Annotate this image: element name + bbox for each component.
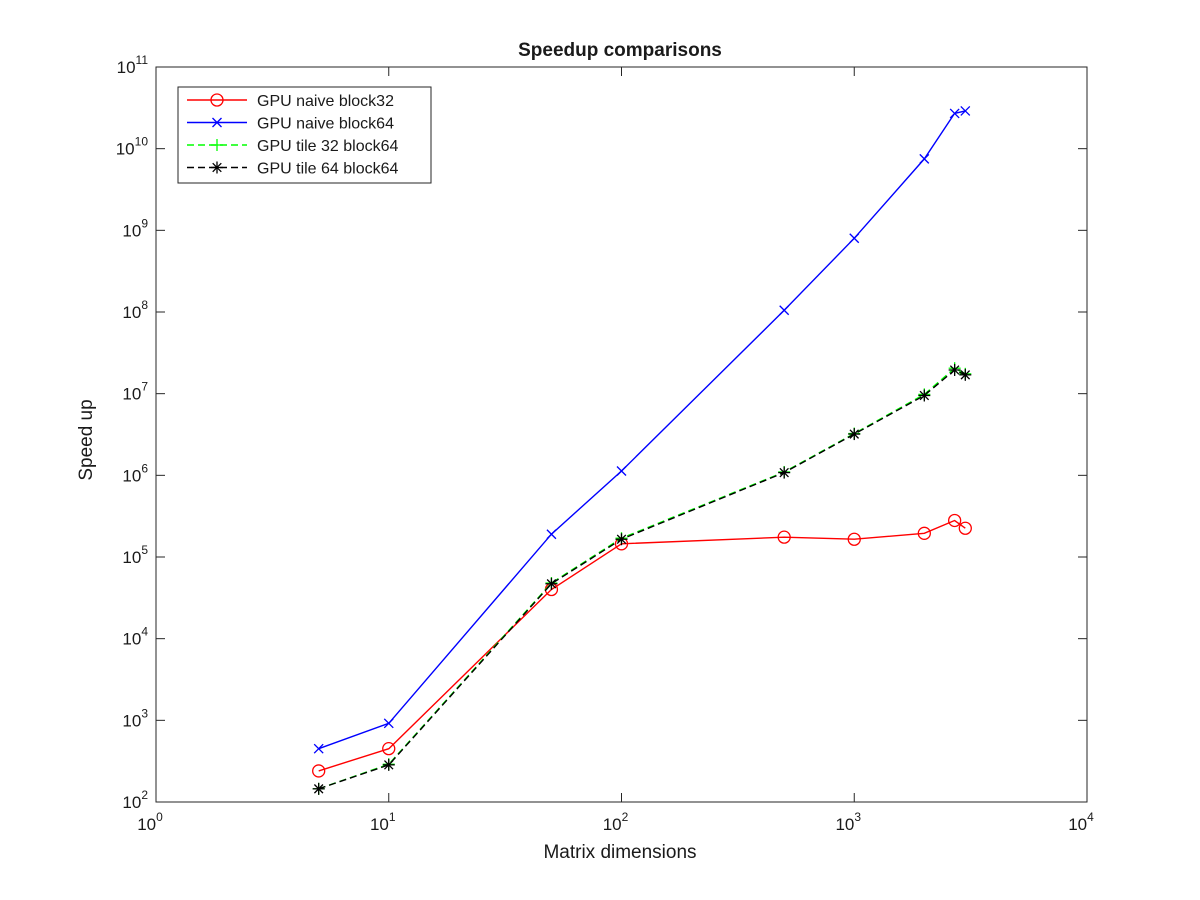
legend-marker <box>212 117 222 128</box>
legend-marker-stroke <box>212 117 222 128</box>
legend-marker-shape <box>210 93 224 107</box>
y-tick-label: 102 <box>122 788 148 812</box>
chart-title: Speedup comparisons <box>518 40 722 61</box>
data-point-stroke <box>313 743 324 754</box>
data-point <box>847 532 861 546</box>
data-point-shape <box>777 530 791 544</box>
data-point-stroke <box>616 534 627 544</box>
data-point-stroke <box>383 718 394 729</box>
data-point-stroke <box>960 105 971 116</box>
data-point-stroke <box>546 529 557 540</box>
data-point <box>615 533 628 546</box>
legend-marker <box>211 161 223 174</box>
legend: GPU naive block32 GPU naive block64 GPU ti… <box>177 86 432 184</box>
data-point <box>778 466 791 479</box>
x-tick-label: 104 <box>1068 810 1094 834</box>
series-4 <box>312 363 972 795</box>
data-point-stroke <box>313 784 324 794</box>
y-tick-label: 108 <box>122 298 148 322</box>
data-point-shape <box>947 513 962 528</box>
series-line <box>318 519 966 772</box>
legend-entry: GPU naive block32 <box>187 93 394 110</box>
data-point-shape <box>958 521 972 535</box>
data-point <box>949 108 960 119</box>
y-tick-label: 103 <box>122 706 148 730</box>
legend-entry: GPU naive block64 <box>187 116 394 133</box>
y-axis-label: Speed up <box>76 399 97 480</box>
legend-marker <box>210 93 224 107</box>
data-point <box>313 743 324 754</box>
data-point <box>383 718 394 729</box>
data-point-stroke <box>949 108 960 119</box>
data-point-shape <box>382 742 396 756</box>
data-point-stroke <box>616 466 627 476</box>
x-tick-label: 103 <box>835 810 861 834</box>
data-point <box>960 105 971 116</box>
data-point <box>948 363 961 376</box>
y-tick-label: 106 <box>122 461 148 485</box>
data-point <box>777 530 791 544</box>
y-tick-label: 107 <box>122 380 148 404</box>
legend-marker-stroke <box>212 162 222 173</box>
data-point <box>947 513 962 528</box>
x-tick-label: 102 <box>603 810 629 834</box>
data-point-stroke <box>779 305 790 316</box>
legend-entry: GPU tile 64 block64 <box>187 161 399 178</box>
series-2 <box>313 105 971 754</box>
data-point-stroke <box>779 467 789 478</box>
data-point-shape <box>847 532 861 546</box>
x-axis-label: Matrix dimensions <box>543 842 696 863</box>
data-point-shape <box>917 526 931 540</box>
data-point <box>312 764 326 778</box>
y-tick-label: 109 <box>122 216 148 240</box>
y-tick-label: 104 <box>122 625 148 649</box>
series-layer <box>312 105 972 795</box>
data-point-stroke <box>960 370 971 380</box>
y-tick-label: 105 <box>122 543 148 567</box>
x-tick-label: 100 <box>137 810 163 834</box>
data-point <box>616 466 627 476</box>
legend-marker <box>211 139 223 151</box>
data-point-stroke <box>919 390 930 401</box>
data-point-stroke <box>849 233 860 244</box>
data-point-stroke <box>849 429 860 439</box>
legend-label: GPU naive block32 <box>257 93 394 110</box>
data-point <box>848 428 861 441</box>
data-point <box>779 305 790 316</box>
data-point <box>382 742 396 756</box>
legend-label: GPU naive block64 <box>257 116 394 133</box>
x-tick-label: 101 <box>370 810 396 834</box>
axes-box <box>155 66 1088 803</box>
data-point-stroke <box>383 760 394 770</box>
data-point-shape <box>312 764 326 778</box>
plot-area: 100 101 102 103 104 102 103 104 105 106 107 108 109 1… <box>116 53 1094 834</box>
legend-label: GPU tile 64 block64 <box>257 161 399 178</box>
data-point <box>312 782 325 795</box>
data-point-stroke <box>546 579 557 589</box>
data-point <box>959 368 972 381</box>
data-point <box>545 577 558 590</box>
data-point-stroke <box>919 153 930 164</box>
data-point <box>849 233 860 244</box>
y-tick-label: 1010 <box>116 135 149 159</box>
data-point <box>546 529 557 540</box>
data-point <box>958 521 972 535</box>
data-point <box>919 153 930 164</box>
data-point <box>382 758 395 771</box>
y-tick-label: 1011 <box>117 53 149 77</box>
data-point <box>918 389 931 402</box>
data-point <box>917 526 931 540</box>
legend-entry: GPU tile 32 block64 <box>187 138 399 155</box>
legend-label: GPU tile 32 block64 <box>257 138 399 155</box>
data-point-stroke <box>949 365 960 375</box>
